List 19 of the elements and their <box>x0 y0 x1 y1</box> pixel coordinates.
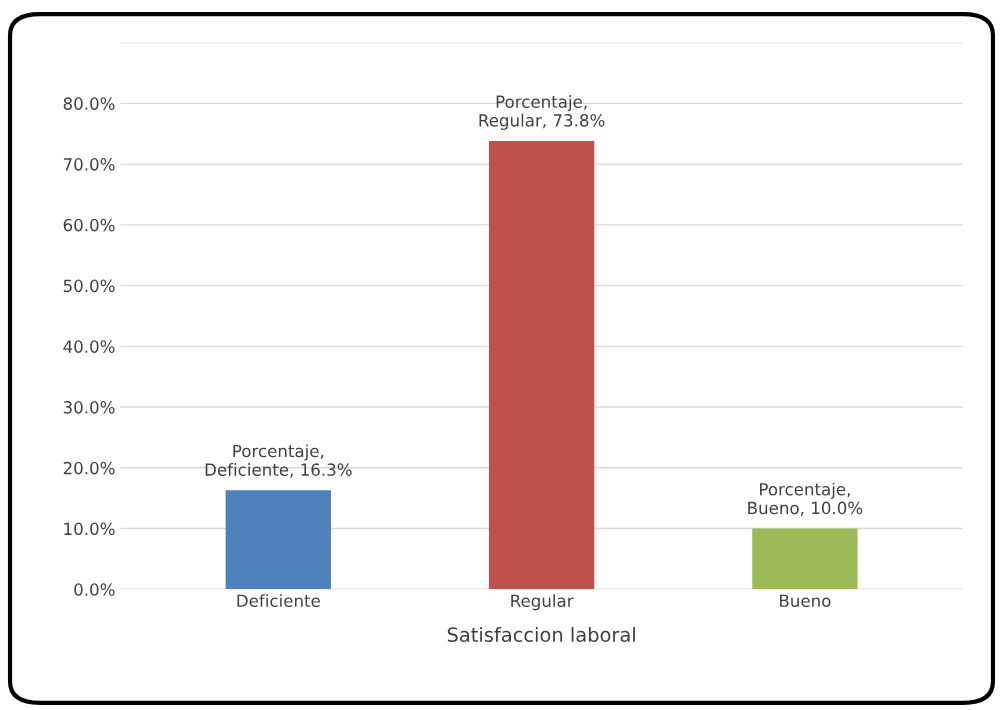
y-tick-label: 0.0% <box>74 583 115 596</box>
bar <box>488 141 595 590</box>
y-tick-label: 20.0% <box>63 461 115 475</box>
y-tick-label: 10.0% <box>64 522 115 536</box>
data-label: Porcentaje, Deficiente, 16.3% <box>205 444 352 478</box>
x-tick-label: Bueno <box>780 594 831 608</box>
data-label: Porcentaje, Bueno, 10.0% <box>748 482 863 516</box>
bar <box>225 490 331 590</box>
x-tick-label: Deficiente <box>237 594 320 608</box>
y-tick-label: 30.0% <box>63 401 115 414</box>
x-axis-title: Satisfaccion laboral <box>447 626 635 643</box>
data-label: Porcentaje, Regular, 73.8% <box>479 95 605 130</box>
y-tick-label: 80.0% <box>63 97 115 110</box>
y-tick-label: 60.0% <box>63 218 115 232</box>
x-tick-label: Regular <box>511 594 574 611</box>
y-tick-label: 50.0% <box>63 279 115 293</box>
y-tick-label: 40.0% <box>63 340 115 353</box>
y-tick-label: 70.0% <box>63 158 115 171</box>
bar <box>752 528 858 590</box>
